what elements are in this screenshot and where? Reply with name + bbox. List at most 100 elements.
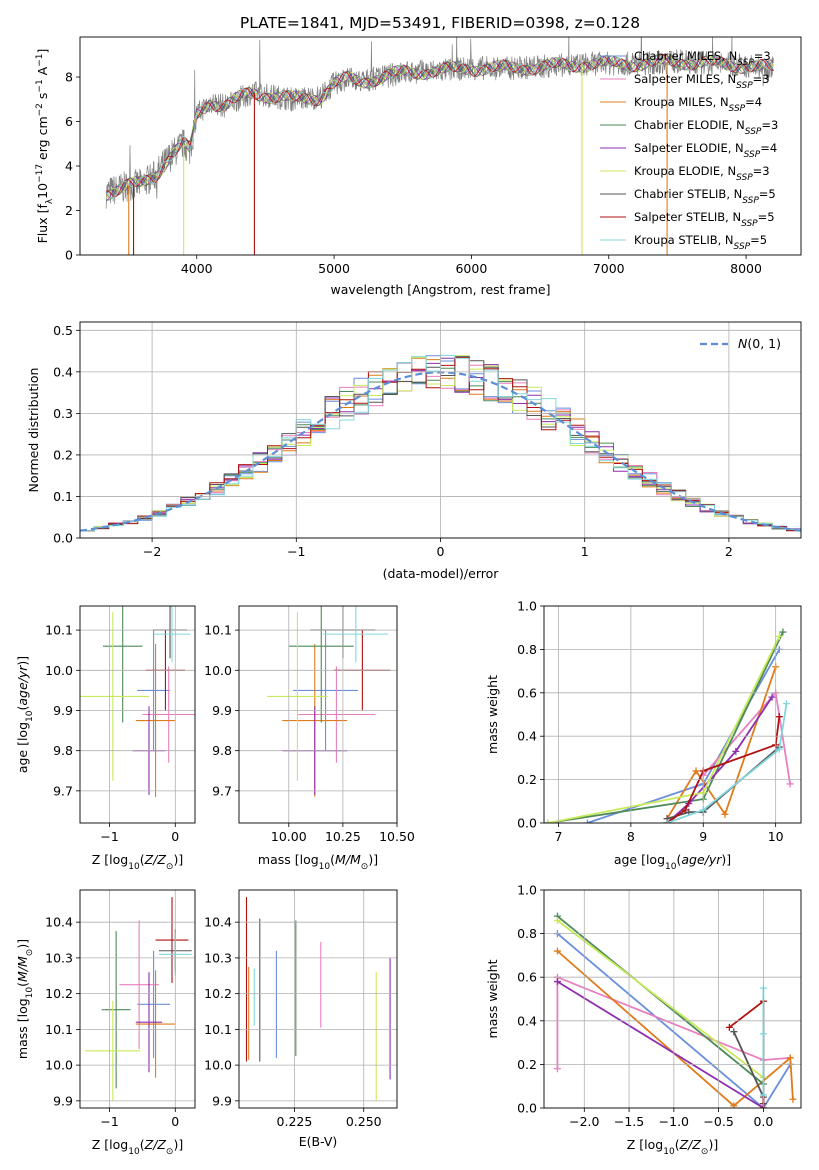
y-tick-label: 10.0 bbox=[204, 663, 232, 678]
y-axis-label: mass weight bbox=[485, 675, 500, 754]
errorbar-kroupa-miles bbox=[135, 644, 176, 797]
y-tick-label: 0.0 bbox=[517, 1101, 537, 1116]
plot-area bbox=[245, 897, 391, 1101]
y-tick-label: 1.0 bbox=[517, 599, 537, 614]
y-tick-label: 10.1 bbox=[45, 1022, 73, 1037]
weight-marker bbox=[783, 700, 791, 708]
axes-frame bbox=[79, 889, 196, 1109]
errorbar-salpeter-miles bbox=[142, 666, 195, 763]
weight-marker bbox=[692, 767, 700, 775]
x-tick-label: 10 bbox=[768, 829, 784, 844]
axes-frame bbox=[238, 889, 398, 1109]
errorbar-chabrier-miles bbox=[137, 630, 171, 751]
errorbar-kroupa-stelib bbox=[153, 606, 191, 663]
y-axis-label-part: )] bbox=[15, 656, 30, 666]
y-tick-label: 10.3 bbox=[204, 950, 232, 965]
x-axis-label-part: age [log bbox=[614, 852, 665, 867]
weight-marker bbox=[730, 1028, 738, 1036]
legend-label-part: Kroupa ELODIE, N bbox=[634, 164, 736, 178]
legend-label-part: SSP bbox=[741, 219, 758, 229]
x-tick-label: −1.0 bbox=[659, 1114, 689, 1129]
y-tick-label: 2 bbox=[65, 203, 73, 218]
y-tick-label: 0 bbox=[65, 248, 73, 263]
legend-label: Kroupa STELIB, NSSP=5 bbox=[634, 233, 767, 252]
y-axis-label: Normed distribution bbox=[26, 368, 41, 493]
y-tick-label: 10.2 bbox=[45, 986, 73, 1001]
y-axis-label-part: −17 bbox=[35, 164, 45, 183]
weight-marker bbox=[553, 917, 561, 925]
legend-label-part: =5 bbox=[759, 187, 776, 201]
y-tick-label: 10.4 bbox=[204, 915, 232, 930]
y-axis-label-part: ( bbox=[15, 706, 30, 711]
y-tick-label: 1.0 bbox=[517, 883, 537, 898]
y-tick-label: 9.7 bbox=[212, 783, 232, 798]
axes-frame bbox=[79, 321, 802, 539]
y-axis-label-part: −1 bbox=[35, 79, 45, 92]
errorbar-kroupa-elodie bbox=[85, 1000, 141, 1101]
model-spectrum-salpeter-elodie bbox=[105, 54, 774, 202]
plot-area bbox=[80, 606, 195, 797]
legend-label-part: SSP bbox=[745, 127, 762, 137]
x-tick-label: 2 bbox=[725, 544, 733, 559]
axes-frame bbox=[543, 889, 802, 1109]
weight-marker bbox=[553, 1065, 561, 1073]
x-axis-label: E(B-V) bbox=[299, 1134, 338, 1149]
y-axis-label-part: )] bbox=[15, 939, 30, 949]
x-tick-label: −1 bbox=[287, 544, 305, 559]
weight-marker bbox=[583, 819, 591, 823]
x-axis-label-part: M/M bbox=[335, 852, 361, 867]
x-axis-label-part: ( bbox=[140, 1137, 145, 1152]
axes-frame bbox=[79, 605, 196, 824]
y-axis-label-part: 10 bbox=[25, 710, 35, 722]
axes-frame bbox=[238, 605, 398, 824]
x-tick-label: −1 bbox=[100, 1114, 118, 1129]
y-tick-label: 0.4 bbox=[517, 729, 537, 744]
plot-area bbox=[267, 606, 391, 797]
y-tick-label: 0.5 bbox=[53, 323, 73, 338]
axes-spectrum: 4000 5000 6000 7000 8000 0 2 4 6 8 Chabrier MILES,… bbox=[35, 36, 802, 297]
y-axis-label-part: M/M bbox=[15, 956, 30, 982]
weight-marker bbox=[544, 819, 552, 823]
x-tick-label: 10.25 bbox=[325, 829, 361, 844]
y-axis-label-part: ] bbox=[35, 49, 50, 54]
x-axis-label-part: Z/Z bbox=[144, 1137, 167, 1152]
legend-label-part: =4 bbox=[760, 141, 777, 155]
x-tick-label: −0.5 bbox=[703, 1114, 733, 1129]
x-tick-label: 0 bbox=[171, 829, 179, 844]
y-tick-label: 0.6 bbox=[517, 970, 537, 985]
y-tick-label: 0.2 bbox=[517, 1057, 537, 1072]
x-tick-label: −1 bbox=[100, 829, 118, 844]
weight-line-chabrier-elodie bbox=[547, 631, 784, 823]
errorbar-salpeter-stelib bbox=[155, 897, 189, 983]
y-tick-label: 10.3 bbox=[45, 950, 73, 965]
legend-label-part: SSP bbox=[734, 242, 751, 252]
weight-line-kroupa-elodie bbox=[556, 919, 764, 1079]
y-axis-label-part: 10 bbox=[25, 987, 35, 999]
x-axis-label-part: )] bbox=[173, 852, 183, 867]
errorbar-kroupa-elodie bbox=[80, 612, 149, 781]
legend-label-part: =3 bbox=[753, 72, 770, 86]
x-tick-label: 0.0 bbox=[753, 1114, 773, 1129]
x-tick-label: 7000 bbox=[593, 261, 625, 276]
weight-line-salpeter-elodie bbox=[556, 980, 764, 1108]
y-tick-label: 4 bbox=[65, 159, 73, 174]
axes-residuals: −2 −1 0 1 2 0.0 0.1 0.2 0.3 0.4 0.5 N(0, 1) (data-mo… bbox=[26, 321, 802, 581]
x-tick-label: 7 bbox=[555, 829, 563, 844]
legend-label-part: Chabrier STELIB, N bbox=[634, 187, 742, 201]
weight-marker bbox=[768, 693, 776, 701]
axes-mass_vs_EBV: 0.225 0.250 9.9 10.0 10.1 10.2 10.3 10.4 bbox=[204, 889, 398, 1129]
errorbar-chabrier-elodie bbox=[288, 606, 354, 723]
x-axis-label-part: 10 bbox=[128, 862, 140, 872]
legend-label: Salpeter ELODIE, NSSP=4 bbox=[634, 141, 777, 160]
legend-label-normal: N(0, 1) bbox=[738, 336, 781, 351]
y-axis-label-part: age [log bbox=[15, 722, 30, 773]
x-axis-label-part: 10 bbox=[319, 862, 331, 872]
y-tick-label: 0.0 bbox=[517, 816, 537, 831]
y-tick-label: 0.4 bbox=[53, 364, 73, 379]
axes-weight_vs_Z: −2.0 −1.5 −1.0 −0.5 0.0 0.0 0.2 0.4 0.6 0.8 1.0 Z [… bbox=[485, 883, 802, 1157]
y-tick-label: 0.1 bbox=[53, 489, 73, 504]
weight-marker bbox=[786, 1054, 794, 1062]
y-tick-label: 8 bbox=[65, 70, 73, 85]
legend-label-part: =3 bbox=[753, 164, 770, 178]
weight-line-salpeter-elodie bbox=[666, 696, 773, 823]
